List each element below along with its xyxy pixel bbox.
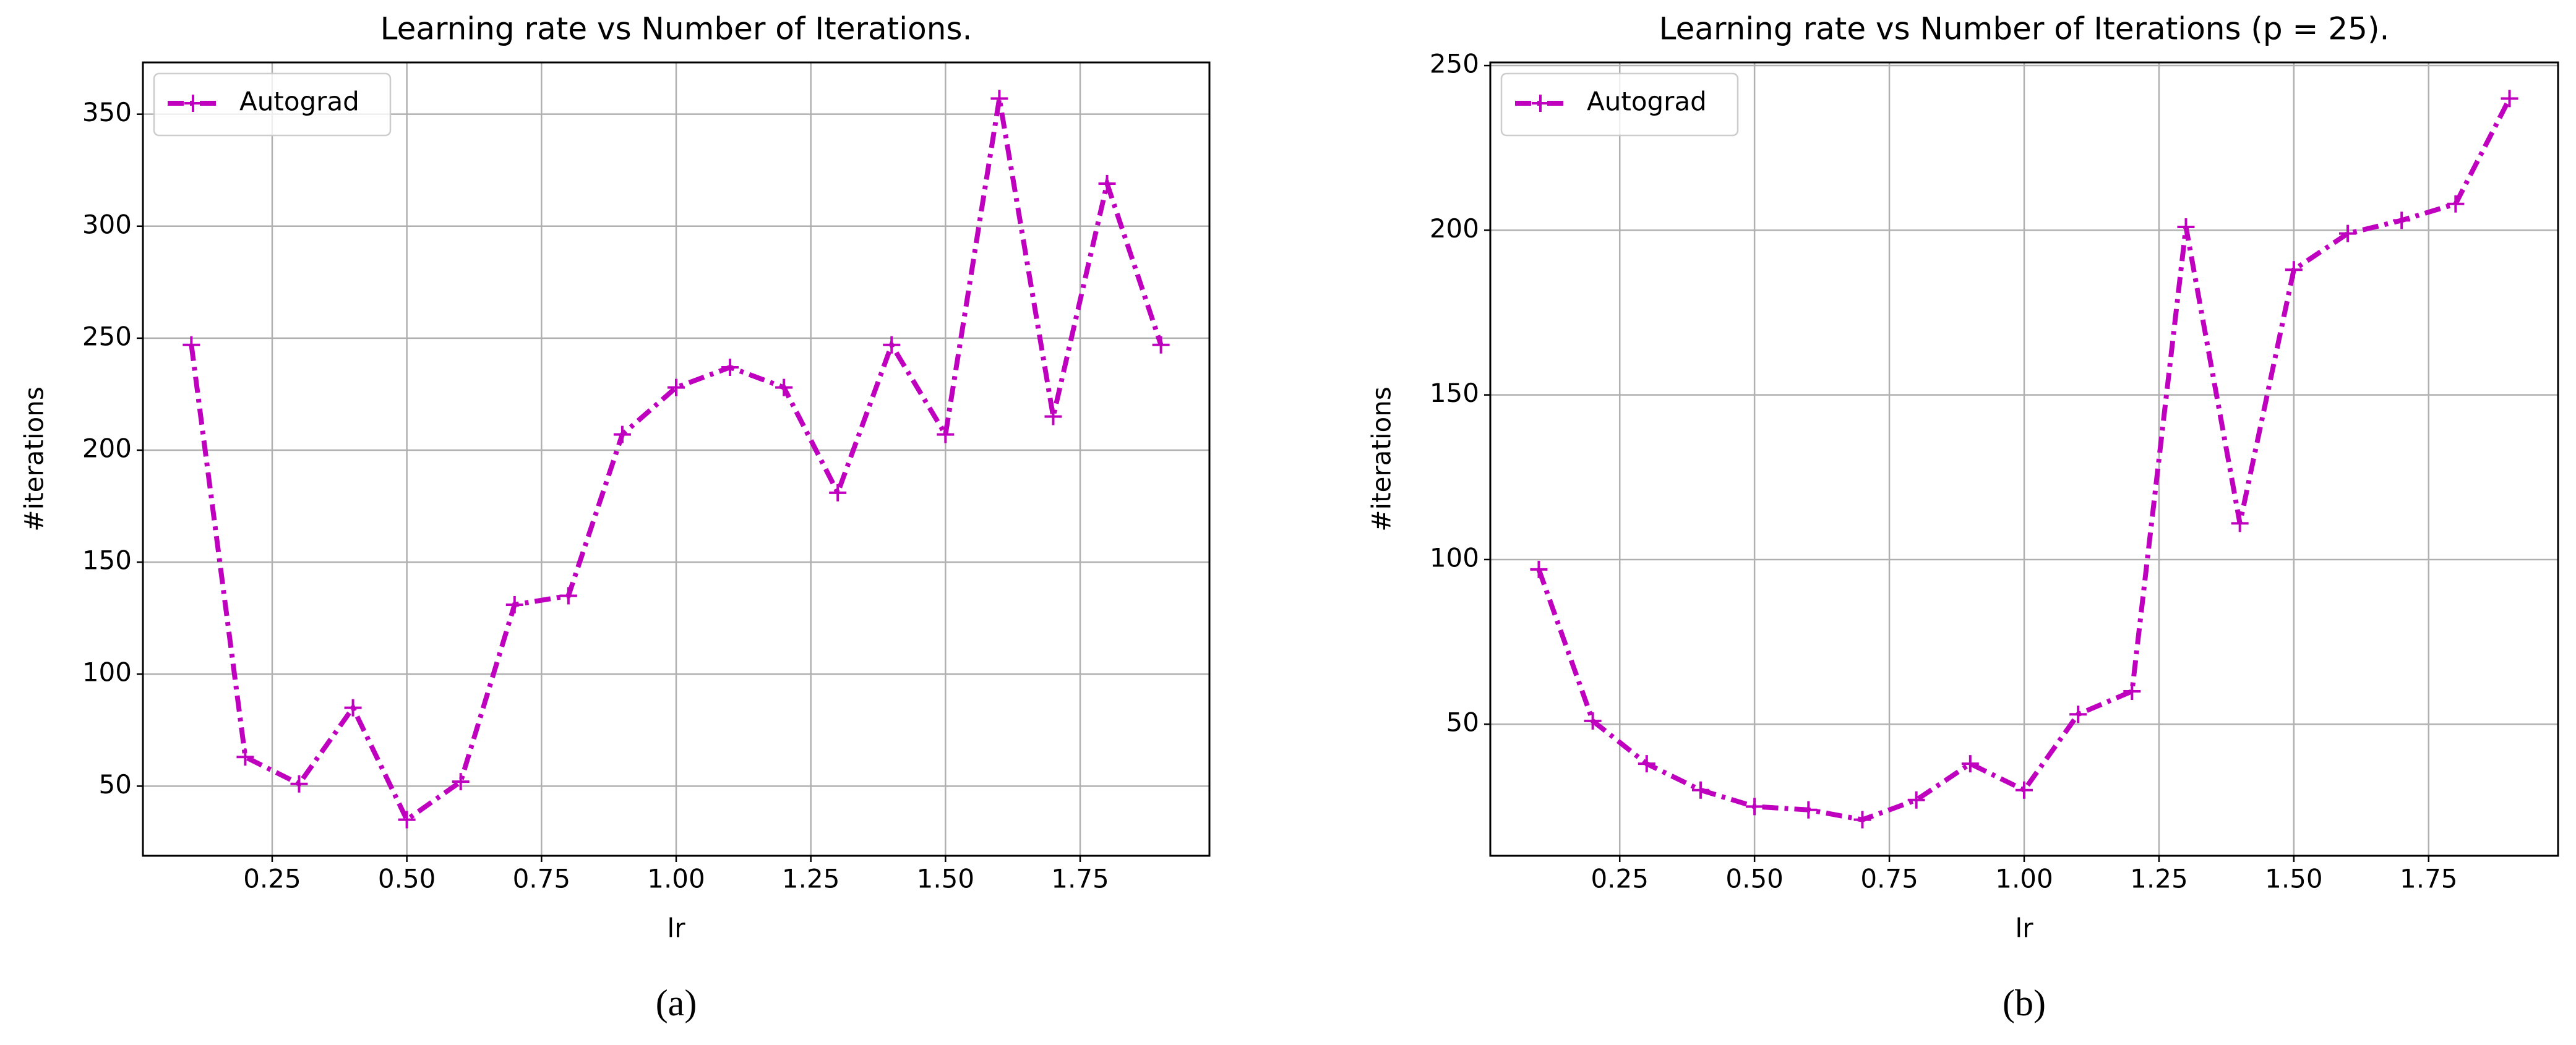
x-tick-label: 0.50: [378, 864, 436, 894]
x-tick-label: 1.75: [2400, 864, 2458, 894]
marker: [2069, 706, 2087, 723]
y-tick-label: 350: [82, 97, 132, 127]
marker: [398, 811, 416, 829]
y-tick-label: 150: [82, 545, 132, 576]
marker: [1907, 791, 1925, 809]
marker: [2339, 224, 2357, 242]
y-tick-label: 100: [1430, 542, 1479, 573]
marker: [290, 775, 308, 793]
x-tick-label: 0.50: [1725, 864, 1784, 894]
marker: [990, 90, 1008, 108]
marker: [559, 587, 577, 605]
y-axis-label: #iterations: [1367, 386, 1397, 532]
legend-label: Autograd: [1587, 87, 1707, 117]
chart: Learning rate vs Number of Iterations. 0.…: [19, 11, 1211, 1023]
legend-marker: [184, 95, 202, 112]
x-tick-label: 0.75: [1860, 864, 1918, 894]
marker: [182, 336, 200, 354]
y-tick-label: 200: [1430, 213, 1479, 244]
marker: [1152, 336, 1170, 354]
x-axis-label: lr: [2016, 913, 2034, 944]
axes-frame: [142, 61, 1211, 857]
y-tick-label: 50: [99, 769, 132, 800]
chart: Learning rate vs Number of Iterations (p…: [1367, 11, 2559, 1023]
marker: [1853, 811, 1871, 829]
marker: [344, 699, 362, 717]
marker: [2285, 261, 2303, 279]
marker: [613, 425, 631, 443]
marker: [1746, 798, 1764, 816]
y-tick-label: 100: [82, 657, 132, 688]
marker: [452, 773, 470, 791]
marker: [883, 336, 901, 354]
marker: [1691, 781, 1709, 799]
marker: [1584, 712, 1602, 730]
legend-marker: [1532, 95, 1549, 112]
x-tick-label: 0.25: [243, 864, 301, 894]
marker: [2501, 90, 2518, 108]
x-tick-label: 1.50: [2265, 864, 2323, 894]
marker: [1638, 755, 1655, 773]
marker: [937, 425, 955, 443]
marker: [2123, 682, 2141, 700]
y-tick-label: 150: [1430, 378, 1479, 408]
marker: [505, 595, 523, 613]
x-axis-label: lr: [668, 913, 686, 944]
x-tick-label: 1.00: [1995, 864, 2053, 894]
marker: [1044, 407, 1062, 425]
y-tick-label: 300: [82, 209, 132, 239]
x-tick-label: 1.75: [1051, 864, 1109, 894]
marker: [668, 378, 685, 396]
marker: [2393, 211, 2411, 229]
marker: [1098, 174, 1116, 192]
marker: [1530, 560, 1548, 578]
marker: [2016, 781, 2033, 799]
marker: [1961, 755, 1979, 773]
x-tick-label: 0.75: [513, 864, 571, 894]
marker: [2231, 514, 2249, 532]
axes-frame: [1489, 61, 2559, 857]
x-tick-label: 1.50: [917, 864, 975, 894]
chart-title: Learning rate vs Number of Iterations.: [380, 11, 972, 47]
y-tick-label: 50: [1446, 707, 1479, 738]
marker: [829, 484, 847, 501]
y-tick-label: 250: [1430, 49, 1479, 79]
legend-box: [1500, 72, 1739, 137]
caption: (a): [656, 983, 697, 1023]
caption: (b): [2003, 983, 2046, 1023]
y-axis-label: #iterations: [19, 386, 49, 532]
marker: [721, 358, 739, 376]
marker: [236, 748, 254, 766]
x-tick-label: 1.00: [647, 864, 705, 894]
x-tick-label: 1.25: [782, 864, 840, 894]
legend-label: Autograd: [239, 87, 359, 117]
legend: Autograd: [153, 72, 392, 137]
y-tick-label: 200: [82, 433, 132, 464]
marker: [2177, 218, 2195, 236]
x-tick-label: 0.25: [1591, 864, 1649, 894]
legend: Autograd: [1500, 72, 1739, 137]
y-tick-label: 250: [82, 321, 132, 351]
legend-box: [153, 72, 392, 137]
chart-title: Learning rate vs Number of Iterations (p…: [1659, 11, 2390, 47]
marker: [775, 378, 793, 396]
marker: [1800, 801, 1818, 819]
x-tick-label: 1.25: [2130, 864, 2188, 894]
marker: [2447, 195, 2465, 213]
